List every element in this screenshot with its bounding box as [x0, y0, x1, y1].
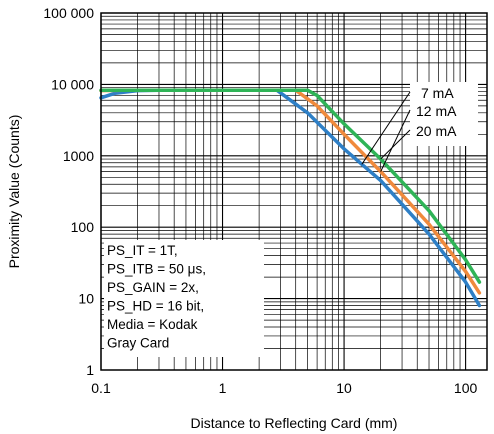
annotation-line: PS_GAIN = 2x,: [107, 280, 199, 295]
legend-label: 12 mA: [416, 103, 457, 119]
y-tick-label: 10 000: [51, 76, 94, 92]
x-tick-label: 0.1: [91, 380, 111, 396]
legend-box: [410, 82, 478, 146]
y-tick-label: 1000: [63, 148, 94, 164]
legend-leader-line: [361, 91, 411, 165]
annotation-line: Gray Card: [107, 336, 169, 351]
y-axis-title: Proximity Value (Counts): [6, 115, 22, 269]
x-tick-label: 100: [454, 380, 478, 396]
legend-leader-line: [380, 109, 411, 172]
annotation-box: [104, 240, 264, 357]
x-tick-label: 1: [219, 380, 227, 396]
annotation-line: PS_ITB = 50 μs,: [107, 262, 206, 277]
series-layer: [99, 88, 482, 308]
annotation-line: Media = Kodak: [107, 317, 198, 332]
x-axis-title: Distance to Reflecting Card (mm): [191, 415, 398, 431]
legend-label: 20 mA: [416, 123, 457, 139]
tick-labels: 0.1 1 10 100 1 10 100 1000 10 000 100 000: [43, 5, 477, 396]
annotation-line: PS_HD = 16 bit,: [107, 299, 204, 314]
plot-frame: [100, 12, 488, 371]
legend-leader-line: [380, 129, 411, 160]
y-tick-label: 10: [78, 291, 94, 307]
x-tick-label: 10: [336, 380, 352, 396]
legend-label: 7 mA: [421, 85, 454, 101]
legend-layer: 7 mA 12 mA 20 mA: [361, 82, 478, 172]
y-tick-label: 1: [86, 362, 94, 378]
y-tick-label: 100: [71, 219, 95, 235]
annotation-layer: PS_IT = 1T, PS_ITB = 50 μs, PS_GAIN = 2x, P…: [104, 240, 264, 357]
annotation-line: PS_IT = 1T,: [107, 243, 178, 258]
y-tick-label: 100 000: [43, 5, 94, 21]
series-line-3: [99, 88, 482, 284]
